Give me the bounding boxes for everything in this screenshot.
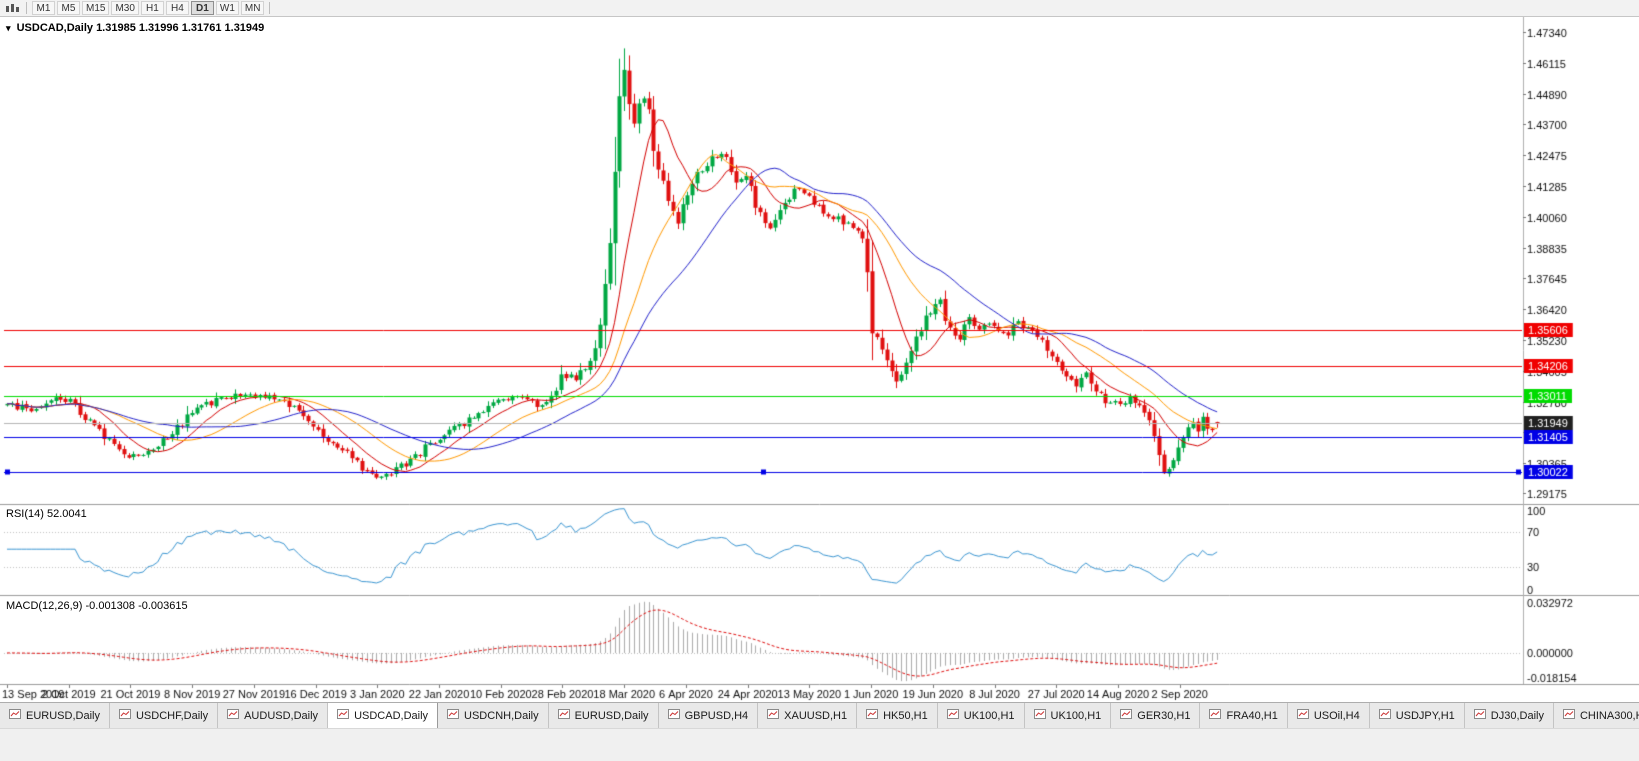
- chart-tab-label: USDCAD,Daily: [354, 709, 429, 722]
- toolbar-separator: [269, 2, 271, 14]
- chart-tab-label: HK50,H1: [883, 709, 928, 722]
- chart-tab-label: AUDUSD,Daily: [244, 709, 319, 722]
- bottom-strip: [0, 728, 1639, 761]
- mini-chart-icon: [767, 709, 780, 722]
- chart-tab-uk100-h1[interactable]: UK100,H1: [1024, 703, 1112, 728]
- mini-chart-icon: [118, 709, 131, 722]
- timeframe-button-h1[interactable]: H1: [140, 1, 164, 15]
- chart-tab-xauusd-h1[interactable]: XAUUSD,H1: [758, 703, 858, 728]
- mini-chart-icon: [1296, 709, 1309, 722]
- chart-tab-label: USDCNH,Daily: [464, 709, 539, 722]
- chart-tab-label: USOil,H4: [1313, 709, 1360, 722]
- chart-tab-label: USDCHF,Daily: [135, 709, 209, 722]
- mini-chart-icon: [227, 709, 240, 722]
- chart-tab-label: XAUUSD,H1: [784, 709, 848, 722]
- timeframe-button-m5[interactable]: M5: [57, 1, 80, 15]
- mini-chart-icon: [1120, 709, 1133, 722]
- timeframe-buttons-group: M1 M5 M15 M30 H1 H4 D1 W1 MN: [31, 1, 265, 15]
- chart-tabs-bar: EURUSD,Daily USDCHF,Daily AUDUSD,Daily USDC…: [0, 702, 1639, 728]
- timeframe-toolbar: M1 M5 M15 M30 H1 H4 D1 W1 MN: [0, 0, 1639, 17]
- mini-chart-icon: [946, 709, 959, 722]
- chart-tab-label: EURUSD,Daily: [26, 709, 100, 722]
- chart-tab-usdcnh-daily[interactable]: USDCNH,Daily: [438, 703, 549, 728]
- mini-chart-icon: [866, 709, 879, 722]
- timeframe-button-w1[interactable]: W1: [215, 1, 239, 15]
- chart-tab-china300-h1[interactable]: CHINA300,H1: [1553, 703, 1639, 728]
- chart-tab-fra40-h1[interactable]: FRA40,H1: [1200, 703, 1288, 728]
- mini-chart-icon: [1473, 709, 1486, 722]
- timeframe-button-d1[interactable]: D1: [190, 1, 214, 15]
- chart-tab-label: USDJPY,H1: [1395, 709, 1455, 722]
- chart-tab-usdcad-daily[interactable]: USDCAD,Daily: [328, 703, 439, 728]
- chart-tab-audusd-daily[interactable]: AUDUSD,Daily: [218, 703, 329, 728]
- chart-tab-usoil-h4[interactable]: USOil,H4: [1287, 703, 1370, 728]
- mini-chart-icon: [9, 709, 21, 722]
- bar-chart-icon[interactable]: [5, 3, 20, 14]
- chart-tab-uk100-h1[interactable]: UK100,H1: [937, 703, 1025, 728]
- timeframe-button-h4[interactable]: H4: [165, 1, 189, 15]
- mini-chart-icon: [1378, 709, 1391, 722]
- mini-chart-icon: [1033, 709, 1046, 722]
- chart-tab-gbpusd-h4[interactable]: GBPUSD,H4: [658, 703, 759, 728]
- chart-tab-label: CHINA300,H1: [1579, 709, 1639, 722]
- price-chart-canvas[interactable]: [0, 17, 1639, 702]
- chart-tab-eurusd-daily[interactable]: EURUSD,Daily: [548, 703, 659, 728]
- timeframe-button-m30[interactable]: M30: [111, 1, 139, 15]
- chart-tab-label: GER30,H1: [1137, 709, 1191, 722]
- chart-tab-label: UK100,H1: [1050, 709, 1102, 722]
- chart-tab-usdjpy-h1[interactable]: USDJPY,H1: [1369, 703, 1465, 728]
- chart-tab-label: FRA40,H1: [1226, 709, 1278, 722]
- timeframe-button-mn[interactable]: MN: [240, 1, 265, 15]
- mini-chart-icon: [447, 709, 460, 722]
- chart-tab-hk50-h1[interactable]: HK50,H1: [857, 703, 938, 728]
- mini-chart-icon: [337, 709, 350, 722]
- chart-region[interactable]: ▾ USDCAD,Daily 1.31985 1.31996 1.31761 1…: [0, 17, 1639, 702]
- chart-tab-label: UK100,H1: [963, 709, 1015, 722]
- mini-chart-icon: [557, 709, 570, 722]
- chart-tab-label: GBPUSD,H4: [684, 709, 749, 722]
- mini-chart-icon: [1562, 709, 1575, 722]
- chart-tab-ger30-h1[interactable]: GER30,H1: [1111, 703, 1201, 728]
- chart-expand-icon[interactable]: ▾: [6, 23, 11, 33]
- chart-tab-label: DJ30,Daily: [1490, 709, 1544, 722]
- timeframe-button-m1[interactable]: M1: [32, 1, 55, 15]
- mini-chart-icon: [1209, 709, 1222, 722]
- chart-tab-eurusd-daily[interactable]: EURUSD,Daily: [0, 703, 110, 728]
- chart-tab-dj30-daily[interactable]: DJ30,Daily: [1464, 703, 1554, 728]
- chart-tab-label: EURUSD,Daily: [574, 709, 649, 722]
- timeframe-button-m15[interactable]: M15: [82, 1, 110, 15]
- mini-chart-icon: [667, 709, 680, 722]
- chart-tab-usdchf-daily[interactable]: USDCHF,Daily: [109, 703, 219, 728]
- toolbar-separator: [26, 2, 27, 14]
